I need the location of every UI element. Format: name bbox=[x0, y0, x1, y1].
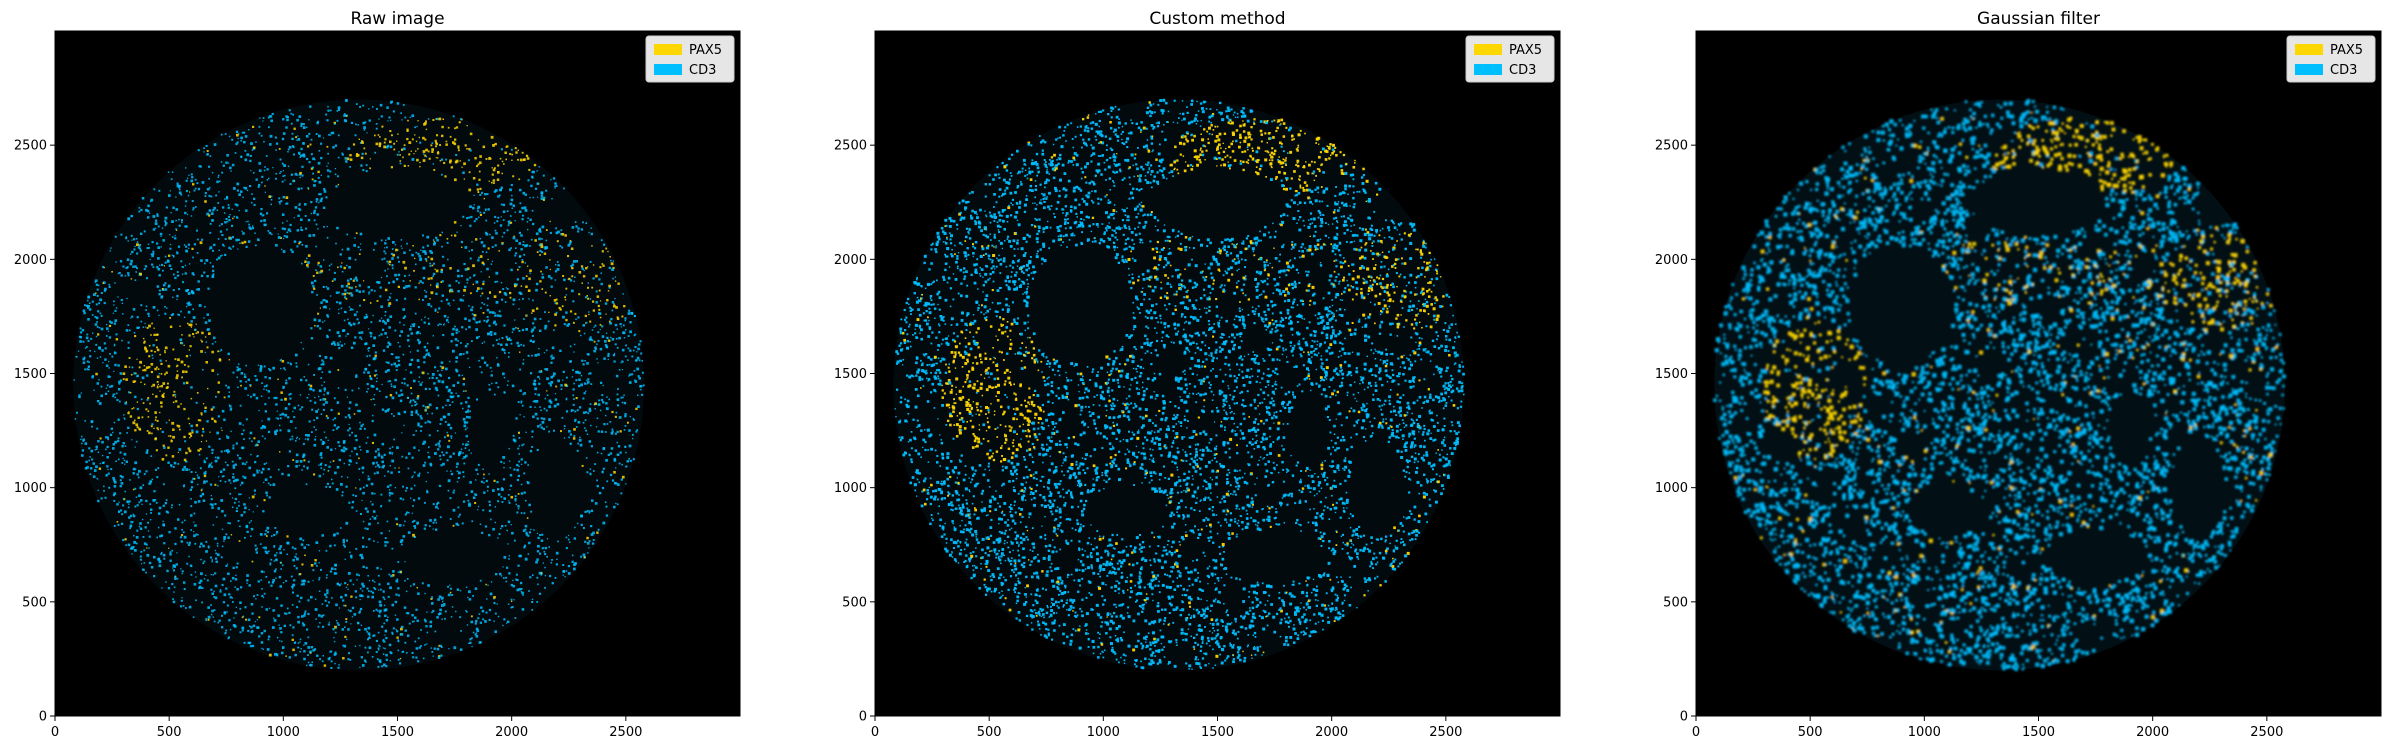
x-tick-label: 500 bbox=[157, 725, 182, 740]
y-tick-label: 2500 bbox=[14, 139, 47, 154]
y-tick-label: 1000 bbox=[14, 481, 47, 496]
y-tick-label: 0 bbox=[859, 710, 867, 725]
x-tick-label: 1000 bbox=[267, 725, 300, 740]
x-tick-label: 0 bbox=[51, 725, 59, 740]
legend-swatch-cd3 bbox=[2295, 64, 2323, 75]
panel-raw: Raw image 0 500 1000 1500 2000 2500 0 500 1000 150… bbox=[14, 9, 740, 740]
x-tick-label: 0 bbox=[871, 725, 879, 740]
y-tick-label: 2000 bbox=[834, 253, 867, 268]
y-tick-label: 2000 bbox=[14, 253, 47, 268]
legend-label: CD3 bbox=[1509, 63, 1536, 78]
x-tick-label: 2000 bbox=[2136, 725, 2169, 740]
x-tick-label: 500 bbox=[1798, 725, 1823, 740]
y-tick-label: 0 bbox=[1680, 710, 1688, 725]
legend-label: CD3 bbox=[2330, 63, 2357, 78]
y-tick-label: 0 bbox=[39, 710, 47, 725]
legend-label: PAX5 bbox=[1509, 43, 1542, 58]
y-tick-label: 500 bbox=[842, 595, 867, 610]
panel-custom: Custom method 0 500 1000 1500 2000 2500 0 500 100… bbox=[834, 9, 1560, 740]
x-tick-label: 1000 bbox=[1908, 725, 1941, 740]
x-tick-label: 1500 bbox=[2022, 725, 2055, 740]
x-tick-label: 1000 bbox=[1087, 725, 1120, 740]
y-tick-label: 2500 bbox=[834, 139, 867, 154]
legend-label: PAX5 bbox=[689, 43, 722, 58]
y-tick-label: 2000 bbox=[1655, 253, 1688, 268]
panel-gaussian: Gaussian filter 0 500 1000 1500 2000 2500 0 500 1… bbox=[1655, 9, 2381, 740]
x-tick-label: 1500 bbox=[381, 725, 414, 740]
panel-title: Raw image bbox=[350, 9, 444, 29]
y-tick-label: 500 bbox=[1663, 595, 1688, 610]
tissue-image bbox=[73, 99, 644, 670]
y-tick-label: 2500 bbox=[1655, 139, 1688, 154]
legend: PAX5 CD3 bbox=[1466, 36, 1554, 82]
x-tick-label: 1500 bbox=[1201, 725, 1234, 740]
legend: PAX5 CD3 bbox=[646, 36, 734, 82]
legend: PAX5 CD3 bbox=[2287, 36, 2375, 82]
x-tick-label: 2500 bbox=[1429, 725, 1462, 740]
legend-label: PAX5 bbox=[2330, 43, 2363, 58]
y-tick-label: 1000 bbox=[1655, 481, 1688, 496]
legend-swatch-pax5 bbox=[654, 44, 682, 55]
y-tick-label: 1500 bbox=[1655, 367, 1688, 382]
legend-swatch-cd3 bbox=[1474, 64, 1502, 75]
y-tick-label: 1000 bbox=[834, 481, 867, 496]
y-tick-label: 500 bbox=[22, 595, 47, 610]
x-tick-label: 2500 bbox=[609, 725, 642, 740]
x-tick-label: 2000 bbox=[495, 725, 528, 740]
panel-title: Gaussian filter bbox=[1977, 9, 2100, 29]
panel-title: Custom method bbox=[1149, 9, 1285, 29]
y-tick-label: 1500 bbox=[14, 367, 47, 382]
x-tick-label: 2000 bbox=[1315, 725, 1348, 740]
tissue-image bbox=[1713, 99, 2286, 671]
x-tick-label: 0 bbox=[1692, 725, 1700, 740]
tissue-image bbox=[893, 99, 1465, 671]
x-tick-label: 2500 bbox=[2250, 725, 2283, 740]
legend-swatch-cd3 bbox=[654, 64, 682, 75]
legend-swatch-pax5 bbox=[1474, 44, 1502, 55]
x-tick-label: 500 bbox=[977, 725, 1002, 740]
legend-swatch-pax5 bbox=[2295, 44, 2323, 55]
y-tick-label: 1500 bbox=[834, 367, 867, 382]
legend-label: CD3 bbox=[689, 63, 716, 78]
